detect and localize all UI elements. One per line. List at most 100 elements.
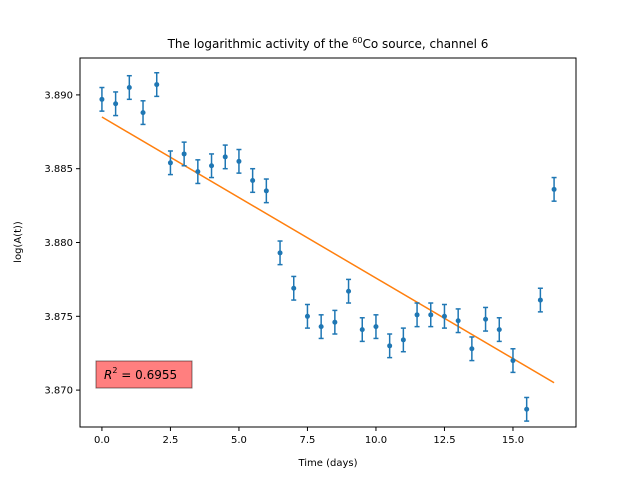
fit-line — [101, 116, 555, 384]
point-marker — [181, 151, 187, 157]
point-marker — [263, 188, 269, 194]
r-squared-label: R2 = 0.6955 — [104, 366, 177, 382]
data-point — [154, 72, 160, 98]
x-tick-label: 12.5 — [433, 435, 455, 446]
point-marker — [537, 297, 543, 303]
data-point — [510, 348, 516, 374]
data-point — [195, 159, 201, 185]
data-point — [209, 153, 215, 179]
point-marker — [510, 358, 516, 364]
y-axis-ticks: 3.870 3.875 3.880 3.885 3.890 — [44, 90, 80, 397]
point-marker — [318, 324, 324, 330]
point-marker — [154, 82, 160, 88]
point-marker — [304, 313, 310, 319]
data-point — [263, 178, 269, 204]
point-marker — [414, 312, 420, 318]
y-tick-label: 3.875 — [44, 312, 73, 323]
point-marker — [209, 163, 215, 169]
data-point — [551, 176, 557, 202]
point-marker — [469, 346, 475, 352]
point-marker — [236, 158, 242, 164]
x-tick-label: 7.5 — [299, 435, 315, 446]
data-point — [414, 302, 420, 328]
y-tick-label: 3.885 — [44, 164, 73, 175]
data-point — [524, 396, 530, 422]
r-squared-exponent: 2 — [112, 366, 117, 375]
fit-line-layer — [101, 116, 555, 384]
x-tick-label: 0.0 — [94, 435, 110, 446]
data-point — [250, 167, 256, 194]
title-superscript: 60 — [352, 36, 362, 45]
r-squared-annotation: R2 = 0.6955 — [95, 360, 193, 389]
y-tick-label: 3.870 — [44, 386, 73, 397]
x-tick-label: 10.0 — [365, 435, 387, 446]
point-marker — [291, 285, 297, 291]
x-tick-label: 15.0 — [502, 435, 524, 446]
data-point — [113, 91, 119, 117]
data-point — [400, 327, 406, 353]
data-point — [167, 150, 173, 176]
data-point — [346, 278, 352, 304]
y-tick-label: 3.890 — [44, 90, 73, 101]
point-marker — [428, 312, 434, 318]
point-marker — [551, 186, 557, 192]
r-squared-box — [95, 360, 193, 389]
point-marker — [441, 313, 447, 319]
data-point — [455, 308, 461, 334]
x-axis-ticks: 0.0 2.5 5.0 7.5 10.0 12.5 15.0 — [94, 427, 524, 446]
data-point — [318, 314, 324, 340]
point-marker — [455, 318, 461, 324]
data-point — [537, 287, 543, 313]
data-points-layer — [99, 72, 557, 422]
r-squared-value: = 0.6955 — [117, 368, 177, 382]
point-marker — [126, 85, 132, 91]
point-marker — [359, 327, 365, 333]
point-marker — [400, 337, 406, 343]
data-point — [469, 336, 475, 362]
point-marker — [387, 343, 393, 349]
point-marker — [99, 96, 105, 102]
data-point — [99, 86, 105, 112]
data-point — [140, 100, 146, 126]
chart-title: The logarithmic activity of the 60Co sou… — [167, 36, 489, 51]
data-point — [373, 314, 379, 340]
point-marker — [195, 169, 201, 175]
data-point — [304, 303, 310, 329]
data-point — [332, 309, 338, 335]
x-tick-label: 2.5 — [162, 435, 178, 446]
x-axis-label: Time (days) — [297, 458, 357, 469]
y-axis-label: log(A(t)) — [13, 221, 24, 263]
point-marker — [222, 154, 228, 160]
data-point — [359, 317, 365, 343]
x-tick-label: 5.0 — [231, 435, 247, 446]
point-marker — [373, 324, 379, 330]
data-point — [181, 141, 187, 167]
point-marker — [332, 319, 338, 325]
data-point — [277, 240, 283, 266]
r-squared-symbol: R — [104, 368, 112, 382]
point-marker — [496, 327, 502, 333]
point-marker — [346, 288, 352, 294]
data-point — [387, 333, 393, 359]
data-point — [126, 74, 132, 101]
point-marker — [250, 178, 256, 184]
point-marker — [167, 160, 173, 166]
point-marker — [483, 316, 489, 322]
data-point — [428, 302, 434, 328]
data-point — [483, 306, 489, 332]
point-marker — [277, 250, 283, 256]
data-point — [441, 303, 447, 329]
data-point — [236, 148, 242, 174]
data-point — [496, 317, 502, 343]
y-tick-label: 3.880 — [44, 238, 73, 249]
point-marker — [524, 406, 530, 412]
data-point — [222, 144, 228, 170]
plot-frame — [79, 57, 577, 428]
point-marker — [113, 101, 119, 107]
point-marker — [140, 110, 146, 116]
title-main: The logarithmic activity of the — [167, 37, 353, 51]
data-point — [291, 275, 297, 301]
title-rest: Co source, channel 6 — [362, 37, 488, 51]
